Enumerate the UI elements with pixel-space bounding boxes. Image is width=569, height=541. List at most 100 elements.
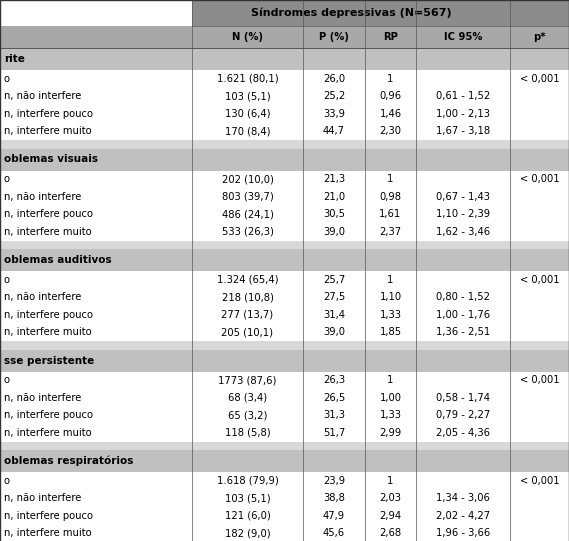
Text: 39,0: 39,0 (323, 227, 345, 237)
Bar (0, 349, 569, 372)
Text: 277 (13,7): 277 (13,7) (221, 310, 274, 320)
Bar (0, 306, 569, 324)
Text: 39,0: 39,0 (323, 327, 345, 337)
Text: sse persistente: sse persistente (4, 355, 94, 366)
Text: o: o (4, 74, 10, 84)
Text: 121 (6,0): 121 (6,0) (225, 511, 270, 521)
Bar (0, 140, 569, 148)
Text: 1: 1 (387, 275, 394, 285)
Text: 2,02 - 4,27: 2,02 - 4,27 (436, 511, 490, 521)
Bar (0, 507, 569, 525)
Bar (0, 525, 569, 541)
Text: 2,37: 2,37 (380, 227, 402, 237)
Text: 1.621 (80,1): 1.621 (80,1) (217, 74, 278, 84)
Text: 0,96: 0,96 (380, 91, 402, 101)
Text: n, interfere muito: n, interfere muito (4, 428, 92, 438)
Text: 533 (26,3): 533 (26,3) (221, 227, 274, 237)
Bar (0, 122, 569, 140)
Bar (192, 26, 303, 48)
Text: n, não interfere: n, não interfere (4, 393, 81, 403)
Text: N (%): N (%) (232, 32, 263, 42)
Bar (0, 105, 569, 122)
Text: 218 (10,8): 218 (10,8) (221, 292, 274, 302)
Text: 30,5: 30,5 (323, 209, 345, 219)
Text: n, interfere pouco: n, interfere pouco (4, 310, 93, 320)
Text: o: o (4, 375, 10, 385)
Bar (0, 341, 569, 349)
Text: 0,80 - 1,52: 0,80 - 1,52 (436, 292, 490, 302)
Text: o: o (4, 275, 10, 285)
Text: 1,96 - 3,66: 1,96 - 3,66 (436, 528, 490, 538)
Text: 23,9: 23,9 (323, 476, 345, 486)
Text: Síndromes depressivas (N=567): Síndromes depressivas (N=567) (251, 8, 451, 18)
Text: 0,67 - 1,43: 0,67 - 1,43 (436, 192, 490, 202)
Bar (416, 26, 510, 48)
Text: rite: rite (4, 54, 25, 64)
Text: 2,30: 2,30 (380, 126, 402, 136)
Text: n, interfere pouco: n, interfere pouco (4, 511, 93, 521)
Text: 1: 1 (387, 476, 394, 486)
Text: 68 (3,4): 68 (3,4) (228, 393, 267, 403)
Text: 0,61 - 1,52: 0,61 - 1,52 (436, 91, 490, 101)
Text: 1.618 (79,9): 1.618 (79,9) (217, 476, 278, 486)
Text: 170 (8,4): 170 (8,4) (225, 126, 270, 136)
Bar (0, 288, 569, 306)
Text: 26,3: 26,3 (323, 375, 345, 385)
Text: 0,79 - 2,27: 0,79 - 2,27 (436, 410, 490, 420)
Text: 486 (24,1): 486 (24,1) (221, 209, 274, 219)
Text: 1,62 - 3,46: 1,62 - 3,46 (436, 227, 490, 237)
Text: 103 (5,1): 103 (5,1) (225, 91, 270, 101)
Text: 47,9: 47,9 (323, 511, 345, 521)
Bar (0, 26, 192, 48)
Text: 2,99: 2,99 (380, 428, 402, 438)
Bar (0, 48, 569, 70)
Text: 205 (10,1): 205 (10,1) (221, 327, 274, 337)
Bar (0, 490, 569, 507)
Bar (0, 170, 569, 188)
Text: 1773 (87,6): 1773 (87,6) (218, 375, 277, 385)
Text: 1,61: 1,61 (380, 209, 402, 219)
Bar (510, 26, 569, 48)
Text: n, interfere pouco: n, interfere pouco (4, 410, 93, 420)
Text: 182 (9,0): 182 (9,0) (225, 528, 270, 538)
Text: < 0,001: < 0,001 (519, 476, 559, 486)
Text: n, não interfere: n, não interfere (4, 91, 81, 101)
Bar (510, 0, 569, 26)
Text: < 0,001: < 0,001 (519, 174, 559, 184)
Text: 1: 1 (387, 74, 394, 84)
Text: 1,46: 1,46 (380, 109, 402, 119)
Text: 26,5: 26,5 (323, 393, 345, 403)
Bar (0, 70, 569, 88)
Text: 38,8: 38,8 (323, 493, 345, 503)
Bar (303, 26, 365, 48)
Text: RP: RP (383, 32, 398, 42)
Text: oblemas respiratórios: oblemas respiratórios (4, 456, 133, 466)
Text: 1,10 - 2,39: 1,10 - 2,39 (436, 209, 490, 219)
Text: n, não interfere: n, não interfere (4, 192, 81, 202)
Text: 1,33: 1,33 (380, 410, 402, 420)
Text: 1.324 (65,4): 1.324 (65,4) (217, 275, 278, 285)
Text: n, interfere muito: n, interfere muito (4, 227, 92, 237)
Text: 25,2: 25,2 (323, 91, 345, 101)
Text: o: o (4, 476, 10, 486)
Text: 1,00 - 2,13: 1,00 - 2,13 (436, 109, 490, 119)
Text: 1,67 - 3,18: 1,67 - 3,18 (436, 126, 490, 136)
Text: 31,4: 31,4 (323, 310, 345, 320)
Text: 1,34 - 3,06: 1,34 - 3,06 (436, 493, 490, 503)
Text: 33,9: 33,9 (323, 109, 345, 119)
Text: n, não interfere: n, não interfere (4, 493, 81, 503)
Bar (0, 424, 569, 441)
Bar (0, 88, 569, 105)
Text: 130 (6,4): 130 (6,4) (225, 109, 270, 119)
Bar (0, 271, 569, 288)
Text: 118 (5,8): 118 (5,8) (225, 428, 270, 438)
Text: oblemas visuais: oblemas visuais (4, 155, 98, 164)
Bar (0, 324, 569, 341)
Text: 2,05 - 4,36: 2,05 - 4,36 (436, 428, 490, 438)
Text: n, interfere muito: n, interfere muito (4, 327, 92, 337)
Text: < 0,001: < 0,001 (519, 375, 559, 385)
Text: 25,7: 25,7 (323, 275, 345, 285)
Text: n, interfere muito: n, interfere muito (4, 126, 92, 136)
Bar (0, 206, 569, 223)
Text: 44,7: 44,7 (323, 126, 345, 136)
